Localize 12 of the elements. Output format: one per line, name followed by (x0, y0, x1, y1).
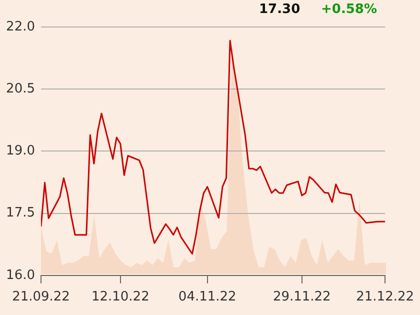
y-tick-label: 20.5 (6, 81, 35, 96)
x-tick-label: 04.11.22 (178, 290, 236, 305)
x-tick-label: 29.11.22 (272, 290, 331, 305)
y-tick-label: 16.0 (6, 268, 35, 283)
text: +0.58% (321, 2, 377, 17)
x-tick-label: 21.09.22 (12, 290, 70, 305)
x-tick-label: 21.12.22 (356, 290, 414, 305)
y-tick-label: 19.0 (6, 144, 35, 159)
y-tick-label: 17.5 (6, 206, 35, 221)
x-tick-label: 12.10.22 (91, 290, 150, 305)
y-tick-label: 22.0 (6, 19, 35, 34)
text: 17.30 (259, 2, 300, 17)
